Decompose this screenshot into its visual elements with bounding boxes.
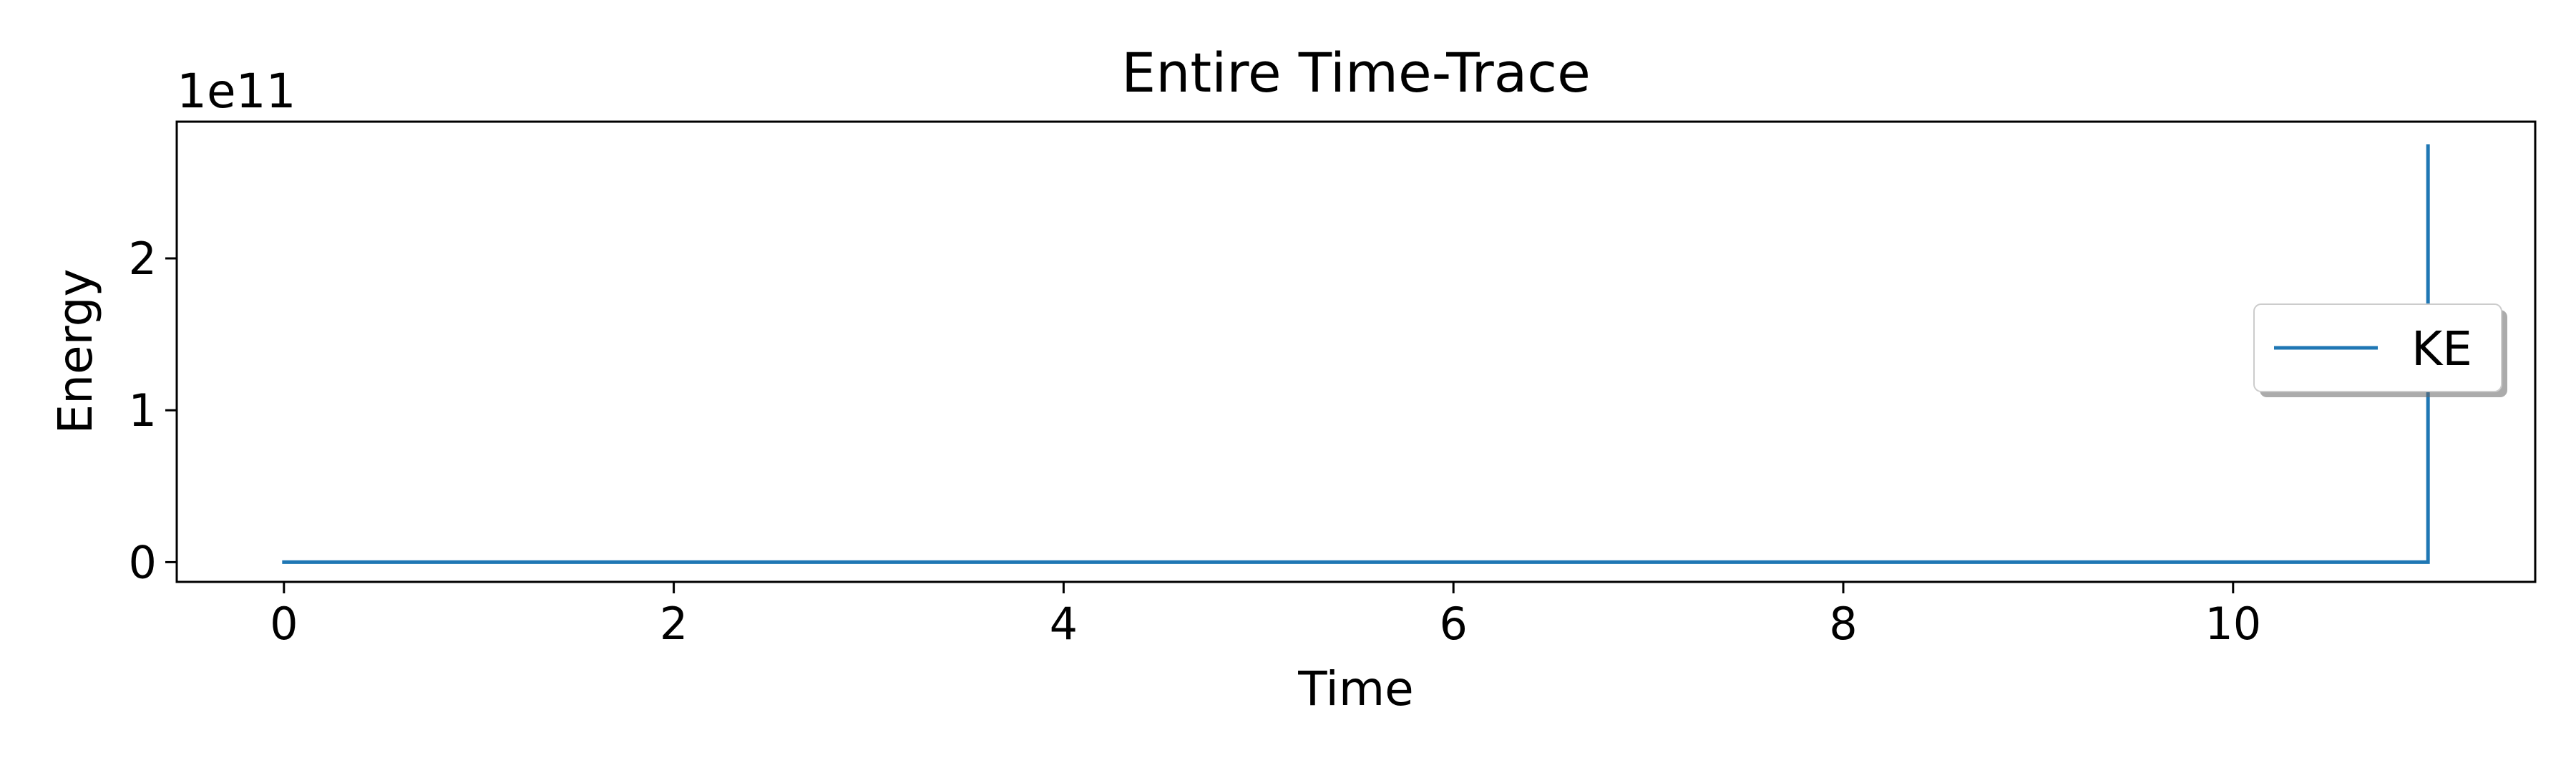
chart-title: Entire Time-Trace: [1121, 41, 1591, 104]
plot-area: [175, 120, 2537, 583]
y-axis-ticks: 0 1 2: [129, 233, 177, 588]
x-tick-label: 4: [1050, 598, 1078, 650]
series-line-ke: [282, 144, 2430, 564]
y-axis-offset-label: 1e11: [177, 64, 296, 119]
series-layer: [282, 144, 2430, 564]
x-tick-label: 0: [270, 598, 298, 650]
x-axis-label: Time: [1297, 661, 1414, 716]
x-tick-label: 2: [660, 598, 688, 650]
y-axis-label: Energy: [48, 268, 103, 434]
x-tick-label: 8: [1829, 598, 1857, 650]
y-tick-label: 1: [129, 384, 157, 437]
legend: KE: [2253, 303, 2507, 397]
y-tick-label: 2: [129, 233, 157, 285]
x-tick-label: 6: [1439, 598, 1467, 650]
legend-label: KE: [2411, 321, 2472, 376]
x-axis-ticks: 0 2 4 6 8 10: [270, 582, 2261, 650]
y-tick-label: 0: [129, 536, 157, 588]
x-tick-label: 10: [2205, 598, 2261, 650]
